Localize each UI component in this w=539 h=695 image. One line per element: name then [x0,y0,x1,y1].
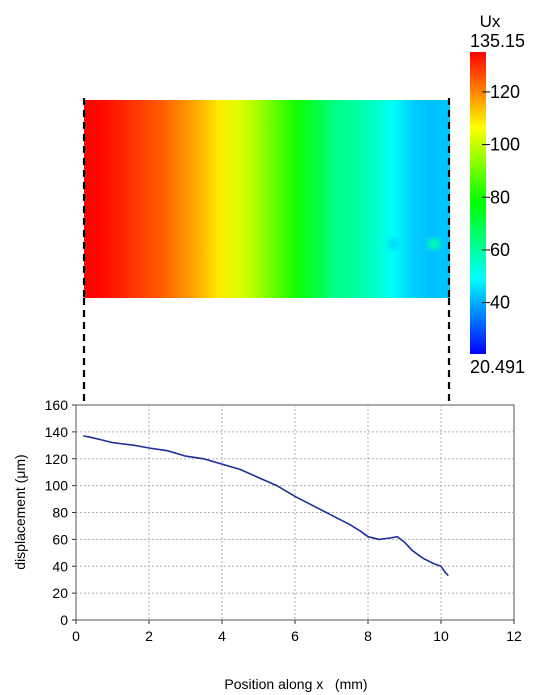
x-tick-label: 10 [433,628,449,644]
y-tick-label: 80 [52,505,68,521]
heatmap-field [84,100,450,298]
heatmap-spots [387,238,440,250]
colorbar: Ux 135.15 120 100 80 60 40 20.491 [470,12,525,377]
displacement-heatmap [84,100,450,298]
y-tick-label: 100 [45,478,69,494]
colorbar-ticks: 120 100 80 60 40 [482,82,520,313]
colorbar-min-label: 20.491 [470,357,525,377]
x-tick-label: 12 [506,628,522,644]
x-axis-ticks: 0 2 4 6 8 10 12 [72,620,522,644]
heatmap-spot [427,238,440,250]
colorbar-title: Ux [480,12,501,31]
y-tick-label: 160 [45,397,69,413]
x-tick-label: 0 [72,628,80,644]
y-tick-label: 20 [52,585,68,601]
x-tick-label: 8 [364,628,372,644]
colorbar-tick-label: 120 [490,82,520,102]
colorbar-tick-label: 80 [490,187,510,207]
x-tick-label: 4 [218,628,226,644]
x-axis-label: Position along x (mm) [224,676,367,692]
colorbar-gradient [470,52,486,354]
colorbar-tick-label: 40 [490,293,510,313]
y-tick-label: 120 [45,451,69,467]
y-tick-label: 0 [60,612,68,628]
y-tick-label: 40 [52,558,68,574]
line-chart: 0 20 40 60 80 100 120 140 160 0 2 4 6 8 10 12 displace… [12,397,522,692]
colorbar-tick-label: 100 [490,135,520,155]
y-tick-label: 60 [52,531,68,547]
x-tick-label: 2 [145,628,153,644]
x-tick-label: 6 [291,628,299,644]
heatmap-spot [387,238,400,250]
colorbar-tick-label: 60 [490,240,510,260]
colorbar-max-label: 135.15 [470,31,525,51]
displacement-series-line [83,435,449,577]
y-axis-ticks: 0 20 40 60 80 100 120 140 160 [45,397,76,628]
y-tick-label: 140 [45,424,69,440]
y-axis-label: displacement (μm) [12,454,28,569]
